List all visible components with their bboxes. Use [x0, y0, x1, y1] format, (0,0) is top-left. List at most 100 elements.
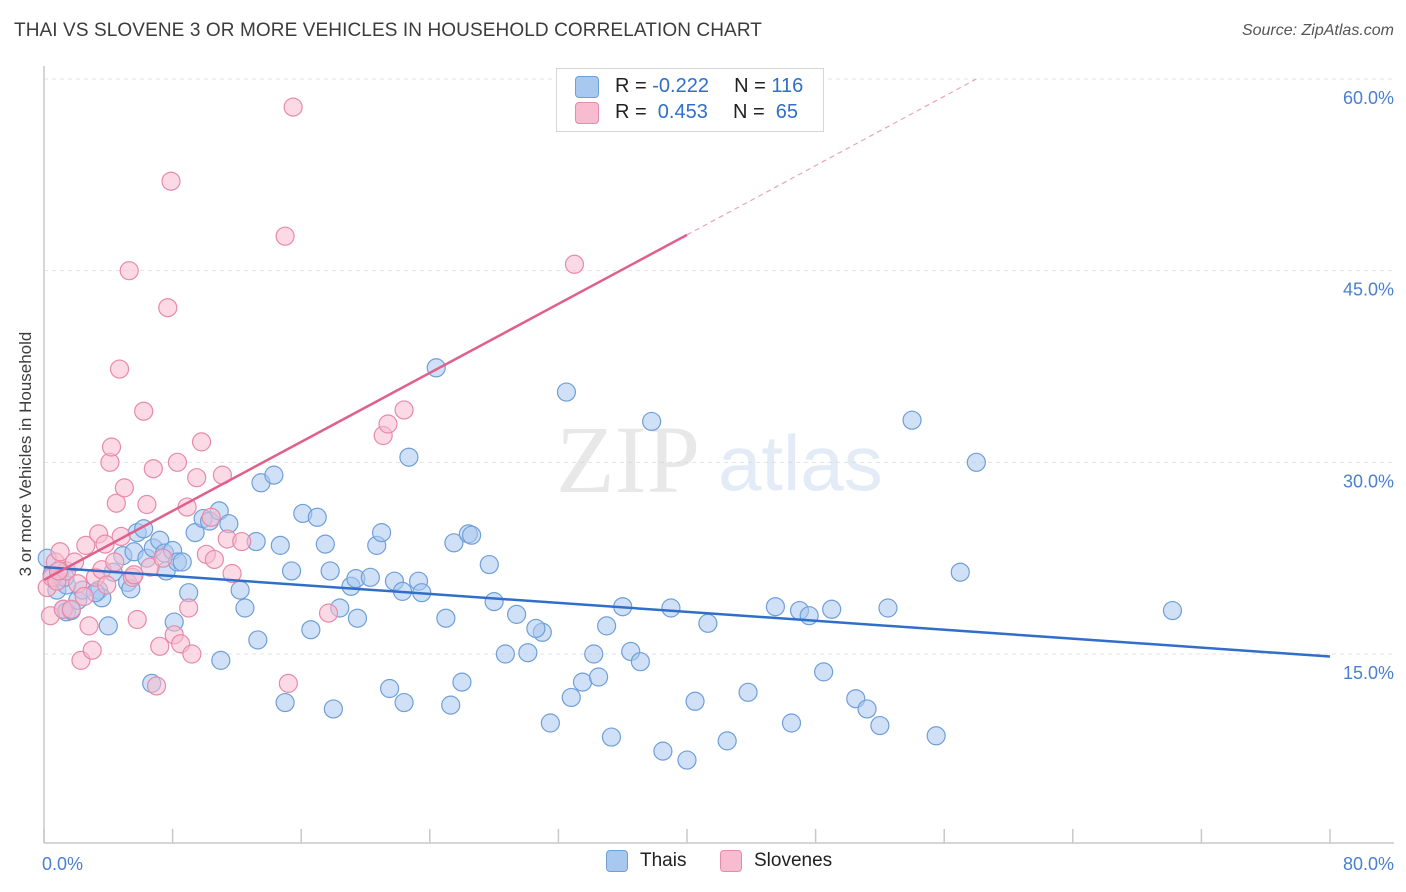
thai-point	[479, 554, 499, 575]
slovene-point	[394, 400, 414, 420]
slovene-point	[182, 644, 202, 664]
slovene-point	[76, 535, 96, 555]
legend-n-label: N =	[732, 101, 765, 123]
x-tick-label: 80.0%	[1343, 854, 1394, 874]
thai-point	[857, 699, 877, 719]
thai-point	[507, 604, 527, 624]
thai-trend-line	[43, 565, 1331, 658]
slovene-point	[101, 437, 122, 457]
slovene-point	[114, 478, 134, 498]
slovene-point	[79, 616, 99, 636]
thai-point	[248, 630, 268, 650]
thai-point	[315, 534, 335, 554]
thai-point	[1162, 600, 1183, 621]
slovene-point	[74, 586, 94, 607]
thai-point	[347, 608, 368, 628]
slovene-point	[61, 599, 81, 619]
thai-point	[584, 644, 604, 664]
slovene-point	[204, 549, 224, 570]
thai-point	[685, 691, 705, 711]
slovene-point	[191, 432, 212, 452]
slovene-point	[150, 636, 170, 656]
bottom-legend-label-thais: Thais	[640, 850, 687, 872]
thai-point	[902, 410, 922, 430]
slovene-point	[82, 640, 102, 660]
thai-point	[281, 561, 302, 581]
legend-swatch-slovene	[575, 101, 599, 124]
slovene-point	[167, 452, 188, 472]
thai-point	[452, 672, 472, 692]
slovene-point	[179, 598, 199, 618]
source-label: Source: ZipAtlas.com	[1241, 22, 1394, 39]
bottom-legend-swatch-thais	[606, 850, 628, 872]
legend-n-value-thai: 116	[771, 75, 804, 97]
legend: R = -0.222 N = 116 R = 0.453 N = 65	[556, 68, 824, 132]
thai-point	[360, 567, 380, 587]
thai-point	[781, 713, 802, 733]
thai-point	[738, 682, 758, 702]
thai-point	[380, 678, 400, 699]
trend-lines	[43, 78, 1331, 658]
slovene-point	[232, 531, 252, 552]
thai-point	[653, 741, 673, 761]
slovene-point	[134, 401, 154, 421]
thai-point	[461, 525, 482, 545]
thai-point	[717, 731, 737, 751]
legend-r-value-slovene: 0.453	[652, 101, 708, 123]
chart-title: THAI VS SLOVENE 3 OR MORE VEHICLES IN HO…	[14, 20, 763, 41]
tick-labels: 15.0% 30.0% 45.0% 60.0% 0.0% 80.0%	[42, 88, 1394, 874]
legend-swatch-thai	[575, 75, 599, 98]
thai-point	[661, 598, 681, 618]
slovene-point	[201, 507, 221, 527]
thai-point	[950, 562, 970, 582]
thai-point	[275, 692, 295, 713]
slovene-point	[158, 298, 178, 318]
thai-point	[926, 726, 946, 746]
thai-point	[371, 523, 392, 543]
thai-point	[394, 692, 414, 713]
thai-point	[264, 465, 284, 485]
legend-row-slovene: R = 0.453 N = 65	[575, 101, 798, 127]
slovene-point	[137, 494, 157, 515]
thai-point	[444, 533, 464, 553]
bottom-legend-swatch-slovenes	[720, 850, 742, 872]
thai-point	[556, 382, 577, 402]
slovene-trend-line	[43, 233, 688, 581]
legend-r-value-thai: -0.222	[652, 75, 709, 97]
slovene-point	[275, 226, 295, 246]
thai-point	[630, 652, 650, 672]
y-tick-label: 60.0%	[1343, 88, 1394, 108]
slovene-point	[127, 609, 147, 630]
thai-point	[572, 672, 593, 692]
thai-point	[323, 699, 343, 719]
watermark-zip: ZIP	[556, 406, 700, 513]
thai-point	[597, 616, 617, 636]
slovene-point	[143, 459, 163, 479]
slovene-point	[564, 254, 585, 274]
slovene-point	[119, 261, 139, 281]
thai-point	[698, 613, 718, 633]
thai-point	[561, 687, 581, 708]
legend-n-label: N =	[734, 75, 766, 97]
bottom-legend-slovenes: Slovenes	[720, 850, 832, 872]
watermark-atlas: atlas	[718, 419, 883, 507]
thai-point	[518, 643, 538, 663]
legend-n-value-slovene: 65	[770, 101, 799, 123]
slovene-point	[222, 563, 242, 584]
slovene-point	[106, 493, 126, 513]
thai-point	[484, 592, 504, 612]
slovene-point	[161, 171, 181, 191]
thai-point	[814, 662, 834, 682]
thai-point	[966, 452, 986, 472]
thai-point	[230, 580, 250, 600]
thai-point	[307, 507, 327, 527]
thai-point	[436, 608, 456, 628]
x-tick-label: 0.0%	[42, 854, 83, 874]
slovene-point	[109, 359, 130, 379]
thai-point	[677, 750, 697, 770]
thai-point	[211, 650, 231, 670]
thai-point	[526, 618, 546, 639]
thai-point	[495, 644, 515, 664]
slovene-point	[318, 603, 339, 623]
watermark: ZIP atlas	[556, 406, 883, 513]
